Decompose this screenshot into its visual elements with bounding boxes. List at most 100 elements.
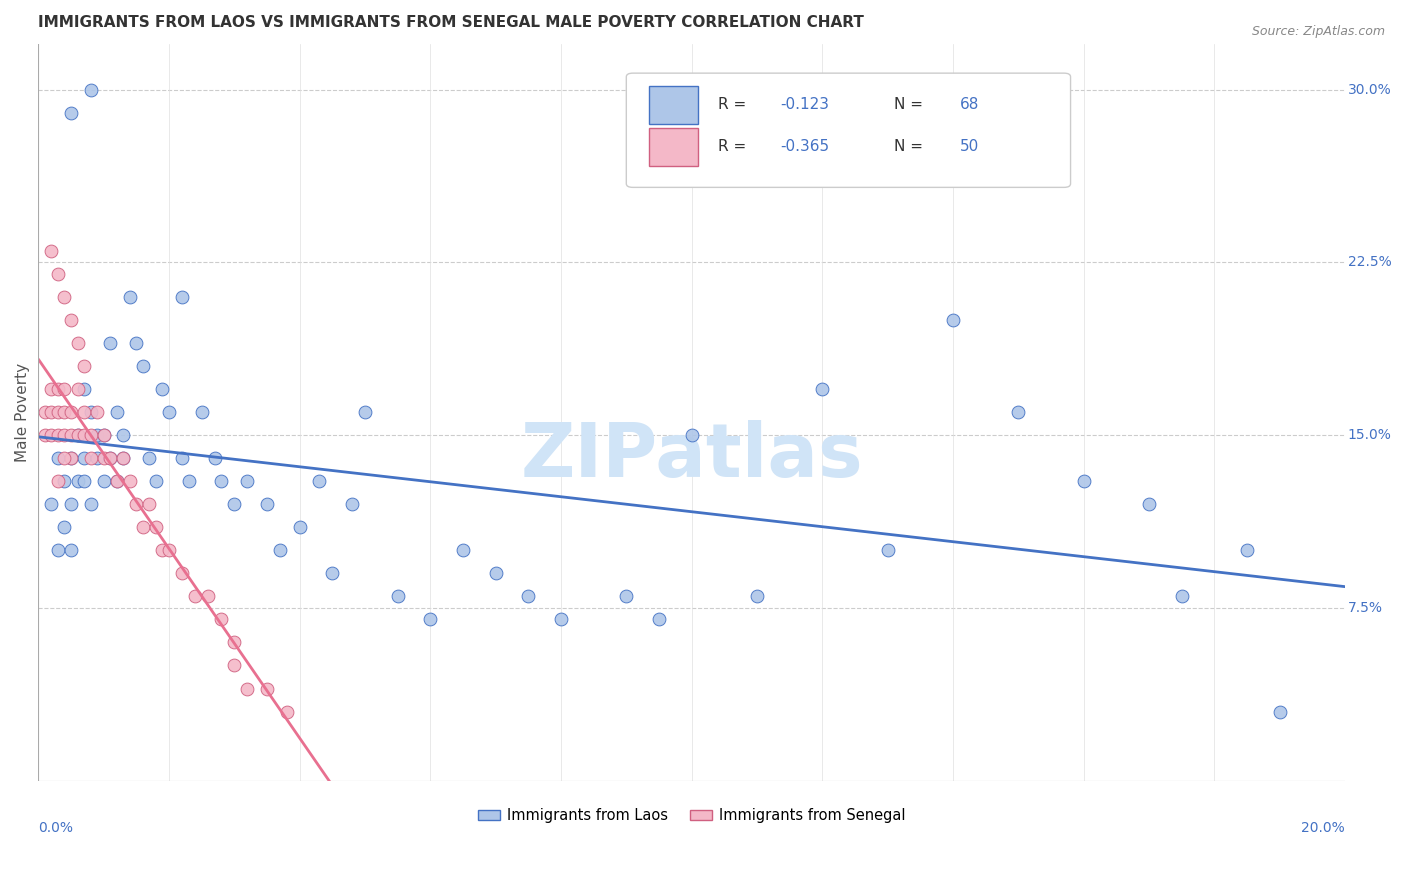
Point bbox=[66, 336, 89, 351]
Point bbox=[1170, 590, 1192, 604]
Point bbox=[152, 543, 174, 558]
Point bbox=[79, 405, 101, 419]
Point bbox=[46, 543, 69, 558]
Text: 50: 50 bbox=[959, 139, 979, 154]
Point bbox=[419, 612, 441, 626]
Point bbox=[170, 566, 193, 581]
Point bbox=[59, 405, 82, 419]
Text: 15.0%: 15.0% bbox=[1347, 428, 1392, 442]
Text: 30.0%: 30.0% bbox=[1347, 83, 1392, 96]
Point bbox=[118, 475, 141, 489]
Point bbox=[34, 405, 56, 419]
Point bbox=[46, 405, 69, 419]
Point bbox=[86, 405, 108, 419]
Point bbox=[66, 382, 89, 396]
Point bbox=[59, 543, 82, 558]
Point bbox=[209, 475, 232, 489]
Point bbox=[170, 451, 193, 466]
Point bbox=[125, 497, 148, 511]
Point bbox=[73, 451, 96, 466]
Text: R =: R = bbox=[718, 97, 751, 112]
Point bbox=[59, 451, 82, 466]
Point bbox=[73, 405, 96, 419]
Point bbox=[256, 497, 278, 511]
FancyBboxPatch shape bbox=[648, 86, 699, 124]
Y-axis label: Male Poverty: Male Poverty bbox=[15, 362, 30, 462]
Point bbox=[145, 475, 167, 489]
Point bbox=[614, 590, 637, 604]
Point bbox=[93, 428, 115, 442]
Point bbox=[197, 590, 219, 604]
Point bbox=[59, 451, 82, 466]
Point bbox=[138, 497, 160, 511]
Point bbox=[204, 451, 226, 466]
Text: Source: ZipAtlas.com: Source: ZipAtlas.com bbox=[1251, 25, 1385, 38]
Text: -0.123: -0.123 bbox=[780, 97, 830, 112]
Text: 22.5%: 22.5% bbox=[1347, 255, 1392, 269]
Point bbox=[73, 475, 96, 489]
Point bbox=[125, 336, 148, 351]
Point bbox=[138, 451, 160, 466]
Point bbox=[53, 382, 76, 396]
Point bbox=[41, 497, 63, 511]
Point bbox=[112, 451, 135, 466]
Point bbox=[79, 451, 101, 466]
Text: -0.365: -0.365 bbox=[780, 139, 830, 154]
Point bbox=[73, 382, 96, 396]
Point bbox=[59, 428, 82, 442]
Point bbox=[256, 681, 278, 696]
Point bbox=[98, 336, 121, 351]
Point bbox=[105, 475, 128, 489]
Point bbox=[236, 681, 259, 696]
Point bbox=[93, 451, 115, 466]
Point bbox=[59, 105, 82, 120]
FancyBboxPatch shape bbox=[648, 128, 699, 166]
Point bbox=[224, 497, 246, 511]
Point bbox=[46, 267, 69, 281]
Point bbox=[53, 405, 76, 419]
Point bbox=[79, 83, 101, 97]
Point bbox=[66, 475, 89, 489]
Point bbox=[648, 612, 671, 626]
Point bbox=[811, 382, 834, 396]
Legend: Immigrants from Laos, Immigrants from Senegal: Immigrants from Laos, Immigrants from Se… bbox=[472, 802, 911, 829]
Point bbox=[98, 451, 121, 466]
Point bbox=[1073, 475, 1095, 489]
Point bbox=[224, 635, 246, 649]
Point bbox=[59, 313, 82, 327]
Text: 7.5%: 7.5% bbox=[1347, 601, 1382, 615]
Point bbox=[288, 520, 311, 534]
Point bbox=[86, 451, 108, 466]
Point bbox=[236, 475, 259, 489]
Point bbox=[46, 451, 69, 466]
Point bbox=[308, 475, 330, 489]
Point bbox=[73, 359, 96, 373]
Point bbox=[53, 475, 76, 489]
Text: 0.0%: 0.0% bbox=[38, 822, 73, 835]
Point bbox=[387, 590, 409, 604]
Point bbox=[209, 612, 232, 626]
Point bbox=[157, 405, 180, 419]
Point bbox=[681, 428, 703, 442]
Point bbox=[132, 359, 155, 373]
Text: ZIPatlas: ZIPatlas bbox=[520, 420, 863, 493]
Point bbox=[98, 451, 121, 466]
Point bbox=[34, 428, 56, 442]
Point bbox=[112, 428, 135, 442]
Point bbox=[184, 590, 207, 604]
Point bbox=[190, 405, 212, 419]
Point bbox=[145, 520, 167, 534]
Point bbox=[132, 520, 155, 534]
Text: 20.0%: 20.0% bbox=[1301, 822, 1346, 835]
Point bbox=[46, 475, 69, 489]
Point bbox=[177, 475, 200, 489]
Point bbox=[876, 543, 898, 558]
Point bbox=[93, 428, 115, 442]
Point bbox=[321, 566, 343, 581]
Point bbox=[46, 428, 69, 442]
Point bbox=[157, 543, 180, 558]
FancyBboxPatch shape bbox=[626, 73, 1070, 187]
Point bbox=[59, 497, 82, 511]
Point bbox=[170, 290, 193, 304]
Point bbox=[1007, 405, 1029, 419]
